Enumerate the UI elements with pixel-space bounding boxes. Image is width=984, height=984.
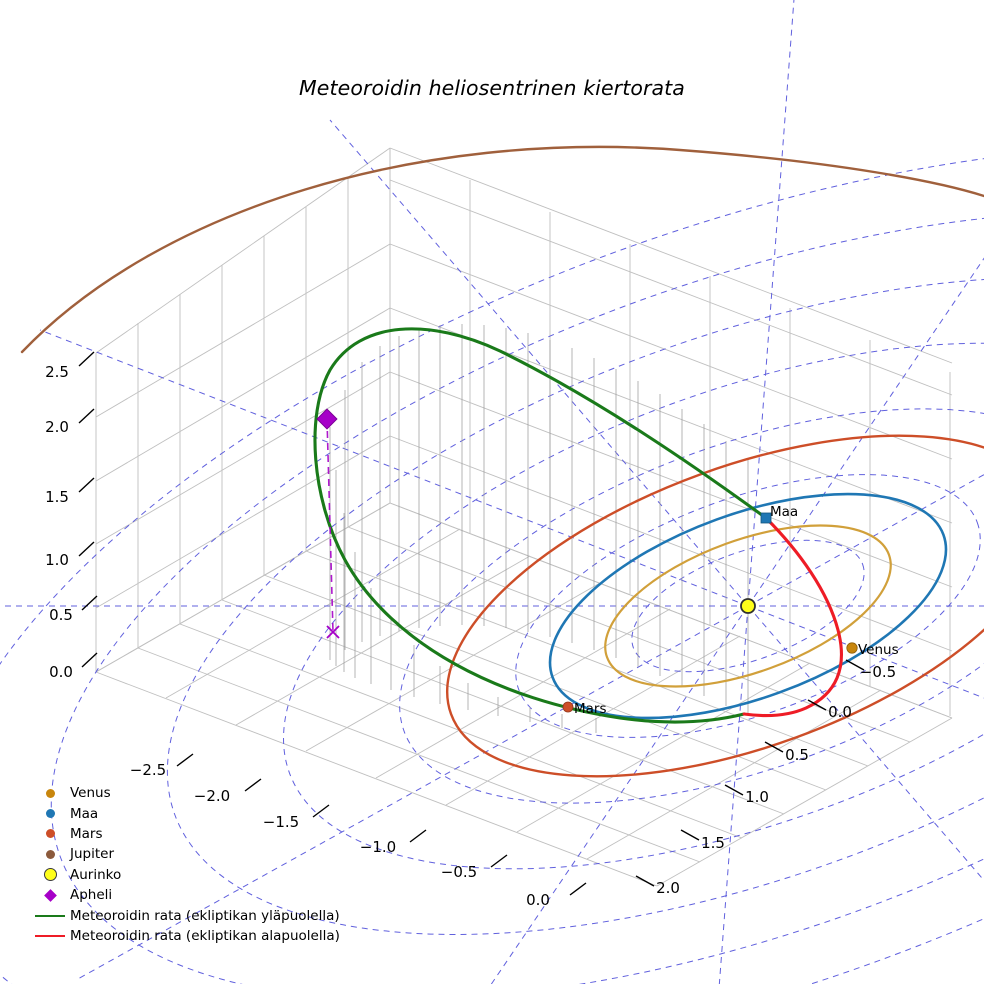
maa-label: Maa <box>770 504 799 520</box>
orbit-meteoroid-below <box>742 516 843 718</box>
x-axis-tick-label: −1.0 <box>359 838 397 856</box>
z-axis-tick-label: 2.5 <box>45 363 69 381</box>
x-axis-tick-label: −2.0 <box>193 787 231 805</box>
legend-item-label: Meteoroidin rata (ekliptikan yläpuolella… <box>70 907 340 924</box>
legend-item[interactable]: Maa <box>30 803 350 823</box>
circle-dot-icon <box>30 849 70 859</box>
y-axis-tick-label: 1.5 <box>701 834 725 852</box>
legend-item[interactable]: Jupiter <box>30 844 350 864</box>
legend-item-label: Apheli <box>70 887 113 904</box>
left-pane-grid <box>95 147 391 673</box>
pane-grid-group <box>95 147 953 887</box>
y-axis-tick-label: 1.0 <box>745 788 769 806</box>
venus-label: Venus <box>858 642 899 658</box>
x-axis-tick-label: −0.5 <box>440 863 478 881</box>
circle-dot-icon <box>30 829 70 839</box>
y-axis-tick-label: −0.5 <box>859 663 897 681</box>
legend-item-label: Aurinko <box>70 866 122 883</box>
z-axis-tick-label: 2.0 <box>45 418 69 436</box>
legend-item[interactable]: Apheli <box>30 885 350 905</box>
y-axis-tick-label: 0.0 <box>828 703 852 721</box>
legend-diamond-swatch <box>43 888 57 902</box>
legend-line-swatch <box>35 934 65 937</box>
legend: Venus Maa Mars Jupiter Aurinko Apheli Meteoroi… <box>30 783 350 946</box>
legend-dot-swatch <box>45 809 55 819</box>
axis-tick-marks <box>78 351 865 896</box>
orbit-meteoroid-above <box>313 327 768 724</box>
maa-marker <box>760 512 772 524</box>
aurinko-marker <box>740 598 756 614</box>
legend-item-label: Mars <box>70 825 103 842</box>
x-axis-tick-label: 0.0 <box>526 891 550 909</box>
legend-dot-swatch <box>45 849 55 859</box>
z-axis-tick-label: 0.5 <box>49 606 73 624</box>
diamond-icon <box>30 888 70 902</box>
orbit-maa <box>548 492 948 720</box>
orbit-mars <box>446 434 984 778</box>
legend-item-label: Venus <box>70 785 111 802</box>
x-axis-tick-label: −1.5 <box>262 813 300 831</box>
legend-item-label: Jupiter <box>70 846 115 863</box>
apheli-projection-x-icon <box>326 625 340 639</box>
line-icon <box>30 934 70 937</box>
y-axis-tick-label: 0.5 <box>785 746 809 764</box>
legend-sun-swatch <box>43 868 57 882</box>
circle-dot-icon <box>30 809 70 819</box>
legend-dot-swatch <box>45 788 55 798</box>
x-axis-tick-label: −2.5 <box>129 761 167 779</box>
legend-item[interactable]: Aurinko <box>30 865 350 885</box>
legend-item[interactable]: Venus <box>30 783 350 803</box>
mars-marker <box>562 701 574 713</box>
legend-item[interactable]: Meteoroidin rata (ekliptikan alapuolella… <box>30 926 350 946</box>
mars-label: Mars <box>574 701 607 717</box>
apheli-marker <box>316 408 338 430</box>
legend-item[interactable]: Mars <box>30 824 350 844</box>
circle-dot-icon <box>30 788 70 798</box>
line-icon <box>30 914 70 917</box>
z-axis-tick-label: 1.5 <box>45 488 69 506</box>
z-axis-tick-label: 0.0 <box>49 663 73 681</box>
orbit-venus <box>604 524 892 688</box>
legend-item-label: Meteoroidin rata (ekliptikan alapuolella… <box>70 927 340 944</box>
legend-item[interactable]: Meteoroidin rata (ekliptikan yläpuolella… <box>30 905 350 925</box>
legend-item-label: Maa <box>70 805 99 822</box>
orbit-jupiter <box>20 145 984 354</box>
orbit-droplines <box>329 324 749 733</box>
y-axis-tick-label: 2.0 <box>656 879 680 897</box>
right-pane-grid <box>389 147 953 719</box>
venus-marker <box>846 642 858 654</box>
legend-dot-swatch <box>45 829 55 839</box>
legend-line-swatch <box>35 914 65 917</box>
sun-circle-icon <box>30 868 70 882</box>
z-axis-tick-label: 1.0 <box>45 551 69 569</box>
page-title: Meteoroidin heliosentrinen kiertorata <box>299 76 685 100</box>
